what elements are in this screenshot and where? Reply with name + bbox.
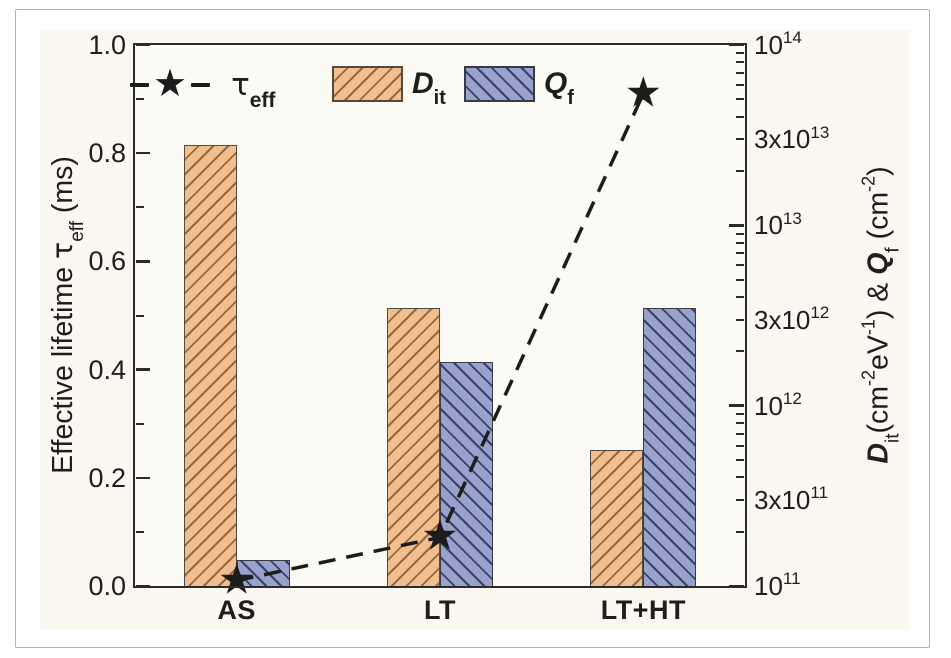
left-minor-tick [136,422,144,425]
right-minor-tick [736,71,744,74]
legend-dit-label: Dit [412,67,446,109]
left-tick-label-0.4: 0.4 [88,354,126,385]
bar-Dit-AS [183,144,237,586]
left-major-tick [136,43,150,47]
legend-star-icon: ★ [153,61,188,105]
right-minor-tick [736,61,744,64]
right-tick-label-10e14: 1014 [754,28,802,60]
right-minor-tick [736,318,744,321]
right-major-tick [729,584,744,588]
legend-bar-series: Dit Qf [332,64,592,109]
legend-tau-label: τeff [231,67,276,113]
tau-eff-marker-AS: ★ [217,553,256,603]
tau-eff-marker-LT+HT: ★ [624,67,663,117]
left-minor-tick [136,314,144,317]
bar-Qf-LT+HT [643,307,697,586]
right-minor-tick [736,350,744,353]
right-minor-tick [736,115,744,118]
right-major-tick [729,404,744,407]
left-axis-title: Effective lifetime τeff (ms) [46,156,88,474]
right-minor-tick [736,252,744,255]
legend-qf-label: Qf [543,67,574,109]
right-minor-tick [736,138,744,141]
right-tick-label-3x10e13: 3x1013 [754,122,830,155]
right-minor-tick [736,422,744,425]
right-minor-tick [736,296,744,299]
right-minor-tick [736,432,744,435]
legend-dash-icon [191,83,211,87]
x-category-label-AS: AS [217,595,256,625]
right-minor-tick [736,84,744,86]
right-minor-tick [736,52,744,55]
bar-Qf-LT [440,361,493,586]
right-minor-tick [736,444,744,447]
legend-dash-icon [130,83,149,87]
left-major-tick [136,476,150,480]
right-minor-tick [736,170,744,173]
legend-item-tau-eff: ★ τeff [130,61,276,113]
tau-eff-line [236,92,645,583]
left-major-tick [136,584,150,588]
left-minor-tick [136,206,144,209]
left-minor-tick [136,530,144,533]
left-tick-label-0.8: 0.8 [88,138,126,169]
right-major-tick [729,43,744,47]
right-tick-label-10e11: 1011 [754,569,801,601]
left-tick-label-1.0: 1.0 [88,30,126,60]
right-minor-tick [736,412,744,415]
bar-Dit-LT+HT [590,449,644,586]
legend-qf-swatch [463,66,535,102]
left-minor-tick [136,98,144,101]
right-minor-tick [736,530,744,533]
x-category-label-LT: LT [424,595,456,625]
right-minor-tick [736,476,744,479]
right-axis-title: Dit(cm-2eV-1) & Qf (cm-2) [858,166,904,464]
right-tick-label-10e13: 1013 [754,208,802,241]
x-category-label-LT+HT: LT+HT [600,595,686,625]
left-major-tick [136,260,150,263]
left-major-tick [136,368,150,371]
right-minor-tick [736,278,744,281]
chart-figure: Effective lifetime τeff (ms) Dit(cm-2eV-… [40,28,910,630]
left-tick-label-0.6: 0.6 [88,246,126,277]
left-tick-label-0.2: 0.2 [88,462,126,493]
right-tick-label-3x10e12: 3x1012 [754,302,830,335]
right-tick-label-10e12: 1012 [754,389,802,421]
right-minor-tick [736,232,744,235]
legend-dit-swatch [332,66,403,102]
left-major-tick [136,151,150,155]
right-minor-tick [736,98,744,101]
right-minor-tick [736,458,744,461]
tau-eff-marker-LT: ★ [421,510,459,560]
right-minor-tick [736,241,744,244]
right-minor-tick [736,264,744,267]
right-tick-label-3x10e11: 3x1011 [754,483,829,515]
left-tick-label-0.0: 0.0 [88,571,126,601]
right-major-tick [729,224,744,227]
right-minor-tick [736,498,744,501]
